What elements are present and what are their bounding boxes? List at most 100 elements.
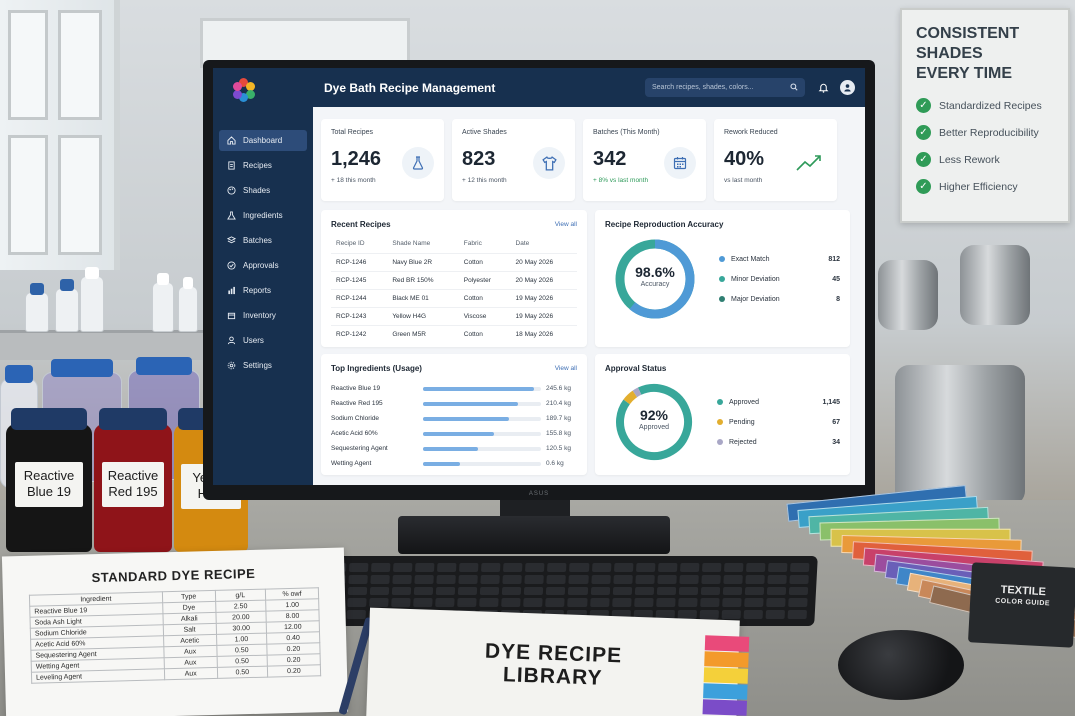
dye-recipe-library-book: DYE RECIPE LIBRARY	[366, 607, 750, 716]
ingredient-row[interactable]: Reactive Blue 19 245.6 kg	[331, 381, 577, 396]
keyboard-key	[524, 586, 544, 596]
avatar[interactable]	[840, 80, 855, 95]
ingredient-row[interactable]: Sodium Chloride 189.7 kg	[331, 411, 577, 426]
ingredient-row[interactable]: Wetting Agent 0.6 kg	[331, 456, 577, 471]
standard-recipe-sheet: STANDARD DYE RECIPE Ingredient Type g/L …	[1, 547, 349, 716]
table-cell: 20 May 2026	[510, 253, 577, 272]
stat-label: Batches (This Month)	[593, 129, 660, 136]
sheet-title: STANDARD DYE RECIPE	[91, 565, 256, 586]
ingredients-list: Reactive Blue 19 245.6 kg Reactive Red 1…	[331, 381, 577, 471]
keyboard-key	[437, 563, 457, 572]
panel-title: Recent Recipes	[331, 220, 391, 229]
keyboard-key	[677, 598, 698, 608]
keyboard-key	[611, 598, 632, 608]
column-header: Recipe ID	[336, 240, 365, 247]
table-row[interactable]: RCP-1245 Red BR 150% Polyester 20 May 20…	[331, 271, 577, 290]
jar-label: Reactive Blue 19	[14, 462, 84, 507]
stat-card-total-recipes[interactable]: Total Recipes 1,246 + 18 this month	[321, 119, 444, 201]
ingredient-row[interactable]: Reactive Red 195 210.4 kg	[331, 396, 577, 411]
sidebar-item-users[interactable]: Users	[219, 330, 307, 351]
legend-dot	[719, 276, 725, 282]
stat-value: 40%	[724, 148, 765, 170]
dye-jar-red: Reactive Red 195	[94, 408, 172, 552]
legend-dot	[719, 296, 725, 302]
donut-center-value: 98.6%	[635, 264, 675, 280]
sidebar-item-approvals[interactable]: Approvals	[219, 255, 307, 276]
recipes-view-all-link[interactable]: View all	[554, 221, 577, 228]
sidebar-item-ingredients[interactable]: Ingredients	[219, 205, 307, 226]
legend-label: Approved	[729, 398, 759, 406]
stat-card-active-shades[interactable]: Active Shades 823 + 12 this month	[452, 119, 575, 201]
keyboard-key	[547, 563, 567, 572]
table-row[interactable]: RCP-1243 Yellow H4G Viscose 19 May 2026	[331, 307, 577, 326]
donut-center: 98.6% Accuracy	[613, 264, 697, 288]
legend-item: Rejected 34	[717, 432, 840, 452]
keyboard-key	[369, 586, 390, 596]
stat-label: Rework Reduced	[724, 129, 778, 136]
sidebar-item-label: Settings	[243, 361, 272, 370]
keyboard-key	[612, 586, 632, 596]
keyboard-key	[589, 598, 610, 608]
sheet-cell: Leveling Agent	[31, 668, 165, 684]
legend-value: 1,145	[822, 398, 840, 406]
usage-bar-track	[423, 446, 541, 451]
bell-icon[interactable]	[814, 79, 832, 97]
approval-panel: Approval Status 92% Approved	[595, 354, 850, 475]
keyboard-key	[700, 586, 721, 596]
sidebar-item-batches[interactable]: Batches	[219, 230, 307, 251]
sidebar-item-label: Approvals	[243, 261, 279, 270]
keyboard-key	[347, 586, 368, 596]
legend-item: Approved 1,145	[717, 392, 840, 412]
ingredient-name: Reactive Red 195	[331, 400, 383, 407]
search-input[interactable]: Search recipes, shades, colors...	[645, 78, 805, 97]
ingredient-value: 0.6 kg	[546, 460, 564, 467]
sidebar-item-label: Ingredients	[243, 211, 283, 220]
panel-title: Approval Status	[605, 364, 667, 373]
sidebar-item-shades[interactable]: Shades	[219, 180, 307, 201]
stat-card-batches[interactable]: Batches (This Month) 342 + 8% vs last mo…	[583, 119, 706, 201]
accuracy-donut: 98.6% Accuracy	[613, 237, 697, 321]
keyboard-key	[590, 574, 611, 584]
quality-poster: CONSISTENT SHADES EVERY TIME ✓ Standardiz…	[900, 8, 1070, 223]
keyboard-key	[414, 574, 435, 584]
sidebar-item-settings[interactable]: Settings	[219, 355, 307, 376]
sidebar-item-inventory[interactable]: Inventory	[219, 305, 307, 326]
keyboard-key	[612, 574, 633, 584]
dashboard-screen: Dashboard Recipes Shades	[213, 68, 865, 485]
keyboard-key	[721, 598, 742, 608]
box-icon	[227, 311, 236, 320]
table-header-row: Recipe ID Shade Name Fabric Date	[331, 237, 577, 254]
layers-icon	[227, 236, 236, 245]
legend-value: 8	[836, 295, 840, 303]
table-row[interactable]: RCP-1242 Green M5R Cotton 18 May 2026	[331, 325, 577, 344]
stat-value: 1,246	[331, 148, 382, 170]
lab-bottle	[152, 273, 174, 332]
lab-bench	[0, 330, 205, 360]
sidebar-item-reports[interactable]: Reports	[219, 280, 307, 301]
table-cell: Polyester	[458, 271, 511, 290]
ingredient-row[interactable]: Sequestering Agent 120.5 kg	[331, 441, 577, 456]
sidebar-item-recipes[interactable]: Recipes	[219, 155, 307, 176]
keyboard-key	[679, 574, 699, 584]
table-row[interactable]: RCP-1246 Navy Blue 2R Cotton 20 May 2026	[331, 253, 577, 272]
sidebar-item-dashboard[interactable]: Dashboard	[219, 130, 307, 151]
keyboard-key	[480, 586, 500, 596]
steel-tank	[878, 260, 938, 330]
stat-card-rework-reduced[interactable]: Rework Reduced 40% vs last month	[714, 119, 837, 201]
check-icon: ✓	[916, 98, 931, 113]
palette-icon	[227, 186, 236, 195]
keyboard-key	[744, 586, 765, 596]
legend-value: 812	[828, 255, 840, 263]
table-cell: Cotton	[458, 253, 511, 272]
ingredient-row[interactable]: Acetic Acid 60% 155.8 kg	[331, 426, 577, 441]
keyboard-key	[656, 586, 676, 596]
shirt-icon	[533, 147, 565, 179]
ingredients-view-all-link[interactable]: View all	[554, 365, 577, 372]
panel-title: Top Ingredients (Usage)	[331, 364, 422, 373]
table-cell: Green M5R	[387, 325, 459, 344]
table-cell: Navy Blue 2R	[387, 253, 459, 272]
keyboard-key	[502, 574, 523, 584]
legend-dot	[717, 419, 723, 425]
table-row[interactable]: RCP-1244 Black ME 01 Cotton 19 May 2026	[331, 289, 577, 308]
sidebar-item-label: Reports	[243, 286, 272, 295]
